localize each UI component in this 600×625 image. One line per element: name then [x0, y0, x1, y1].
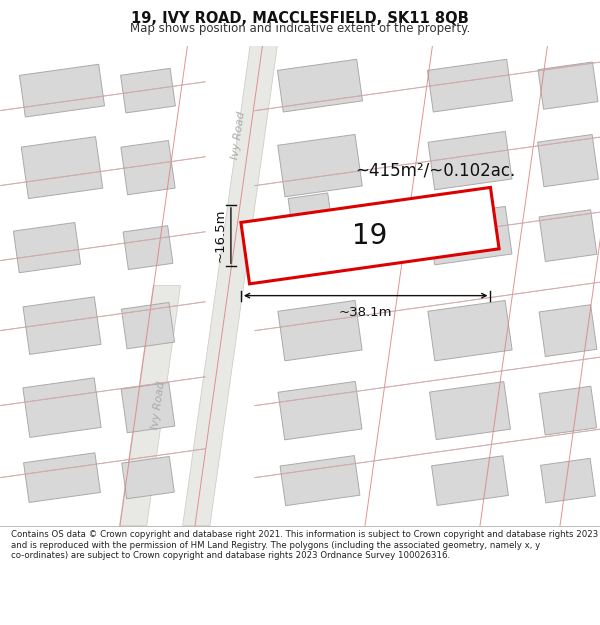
- Polygon shape: [428, 206, 512, 265]
- Text: Ivy Road: Ivy Road: [149, 381, 166, 431]
- Text: 19: 19: [352, 222, 388, 249]
- Polygon shape: [538, 62, 598, 109]
- Polygon shape: [427, 59, 512, 112]
- Polygon shape: [119, 286, 181, 526]
- Polygon shape: [428, 301, 512, 361]
- Polygon shape: [430, 382, 511, 439]
- Polygon shape: [182, 46, 277, 526]
- Polygon shape: [431, 456, 508, 506]
- Polygon shape: [123, 226, 173, 269]
- Polygon shape: [278, 301, 362, 361]
- Polygon shape: [21, 137, 103, 199]
- Polygon shape: [539, 210, 597, 261]
- Polygon shape: [19, 64, 104, 117]
- Polygon shape: [288, 193, 332, 228]
- Text: ~415m²/~0.102ac.: ~415m²/~0.102ac.: [355, 162, 515, 179]
- Polygon shape: [241, 188, 499, 284]
- Polygon shape: [121, 302, 175, 349]
- Polygon shape: [277, 59, 362, 112]
- Text: 19, IVY ROAD, MACCLESFIELD, SK11 8QB: 19, IVY ROAD, MACCLESFIELD, SK11 8QB: [131, 11, 469, 26]
- Polygon shape: [122, 456, 174, 499]
- Polygon shape: [538, 134, 598, 187]
- Text: Contains OS data © Crown copyright and database right 2021. This information is : Contains OS data © Crown copyright and d…: [11, 530, 598, 560]
- Polygon shape: [121, 141, 175, 195]
- Text: Ivy Road: Ivy Road: [230, 111, 247, 161]
- Polygon shape: [121, 382, 175, 432]
- Polygon shape: [121, 68, 175, 113]
- Polygon shape: [280, 456, 360, 506]
- Polygon shape: [278, 381, 362, 440]
- Text: Map shows position and indicative extent of the property.: Map shows position and indicative extent…: [130, 22, 470, 35]
- Polygon shape: [539, 386, 596, 435]
- Polygon shape: [278, 134, 362, 197]
- Polygon shape: [23, 297, 101, 354]
- Polygon shape: [539, 305, 597, 356]
- Text: ~38.1m: ~38.1m: [339, 306, 392, 319]
- Polygon shape: [23, 378, 101, 438]
- Text: ~16.5m: ~16.5m: [214, 209, 227, 262]
- Polygon shape: [13, 222, 80, 272]
- Polygon shape: [23, 452, 100, 503]
- Polygon shape: [541, 458, 595, 503]
- Polygon shape: [428, 131, 512, 190]
